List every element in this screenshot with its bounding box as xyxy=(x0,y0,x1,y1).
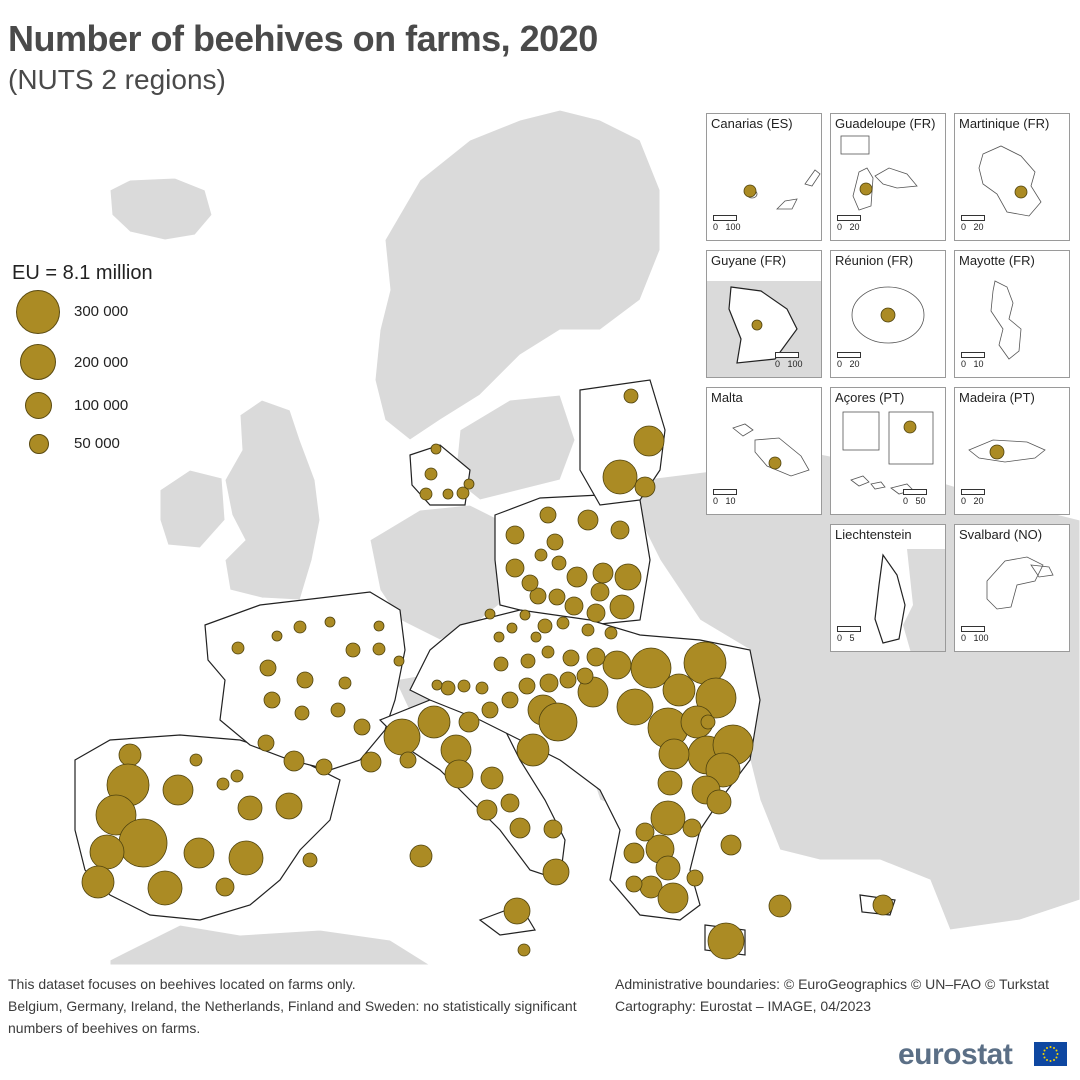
legend-circle-200000 xyxy=(20,344,56,380)
legend-circle-100000 xyxy=(25,392,52,419)
legend-label-300000: 300 000 xyxy=(74,303,129,320)
map-title: Number of beehives on farms, 2020 xyxy=(8,18,598,59)
footnote-line-1: This dataset focuses on beehives located… xyxy=(8,976,356,992)
map-subtitle: (NUTS 2 regions) xyxy=(8,64,226,95)
scale-bar: 0 5 xyxy=(837,626,861,643)
inset-title: Martinique (FR) xyxy=(959,116,1050,131)
scale-bar: 0 20 xyxy=(837,215,861,232)
inset-title: Canarias (ES) xyxy=(711,116,793,131)
footnote-left: This dataset focuses on beehives located… xyxy=(8,973,598,1039)
inset-canarias: Canarias (ES) 0 100 xyxy=(706,113,822,241)
inset-title: Açores (PT) xyxy=(835,390,905,405)
footnote-line-2: Belgium, Germany, Ireland, the Netherlan… xyxy=(8,998,577,1036)
credit-boundaries: Administrative boundaries: © EuroGeograp… xyxy=(615,976,1050,992)
scale-bar: 0 100 xyxy=(713,215,741,232)
footnote-right: Administrative boundaries: © EuroGeograp… xyxy=(615,973,1080,1017)
inset-liechtenstein: Liechtenstein 0 5 xyxy=(830,524,946,652)
inset-title: Réunion (FR) xyxy=(835,253,914,268)
inset-title: Malta xyxy=(711,390,743,405)
inset-guyane: Guyane (FR) 0 100 xyxy=(706,250,822,378)
scale-bar: 0 20 xyxy=(837,352,861,369)
legend-circle-300000 xyxy=(16,290,60,334)
legend: EU = 8.1 million 300 000 200 000 100 000… xyxy=(12,262,232,454)
inset-title: Mayotte (FR) xyxy=(959,253,1035,268)
legend-label-100000: 100 000 xyxy=(74,397,129,414)
legend-label-50000: 50 000 xyxy=(74,435,120,452)
inset-title: Guadeloupe (FR) xyxy=(835,116,936,131)
scale-bar: 0 20 xyxy=(961,215,985,232)
inset-svalbard: Svalbard (NO) 0 100 xyxy=(954,524,1070,652)
scale-bar: 0 100 xyxy=(961,626,989,643)
inset-malta: Malta 0 10 xyxy=(706,387,822,515)
inset-guadeloupe: Guadeloupe (FR) 0 20 xyxy=(830,113,946,241)
scale-bar: 0 10 xyxy=(961,352,985,369)
eu-flag-icon xyxy=(1034,1042,1067,1066)
scale-bar: 0 20 xyxy=(961,489,985,506)
inset-title: Guyane (FR) xyxy=(711,253,787,268)
eurostat-logo: eurostat xyxy=(898,1038,1013,1071)
inset-title: Madeira (PT) xyxy=(959,390,1035,405)
legend-circle-50000 xyxy=(29,434,49,454)
inset-madeira: Madeira (PT) 0 20 xyxy=(954,387,1070,515)
inset-title: Svalbard (NO) xyxy=(959,527,1043,542)
inset-mayotte: Mayotte (FR) 0 10 xyxy=(954,250,1070,378)
inset-martinique: Martinique (FR) 0 20 xyxy=(954,113,1070,241)
inset-title: Liechtenstein xyxy=(835,527,912,542)
legend-title: EU = 8.1 million xyxy=(12,262,153,284)
scale-bar: 0 50 xyxy=(903,489,927,506)
inset-reunion: Réunion (FR) 0 20 xyxy=(830,250,946,378)
scale-bar: 0 100 xyxy=(775,352,803,369)
scale-bar: 0 10 xyxy=(713,489,737,506)
legend-label-200000: 200 000 xyxy=(74,354,129,371)
credit-cartography: Cartography: Eurostat – IMAGE, 04/2023 xyxy=(615,998,872,1014)
beehive-symbols xyxy=(81,388,894,960)
inset-acores: Açores (PT) 0 50 xyxy=(830,387,946,515)
